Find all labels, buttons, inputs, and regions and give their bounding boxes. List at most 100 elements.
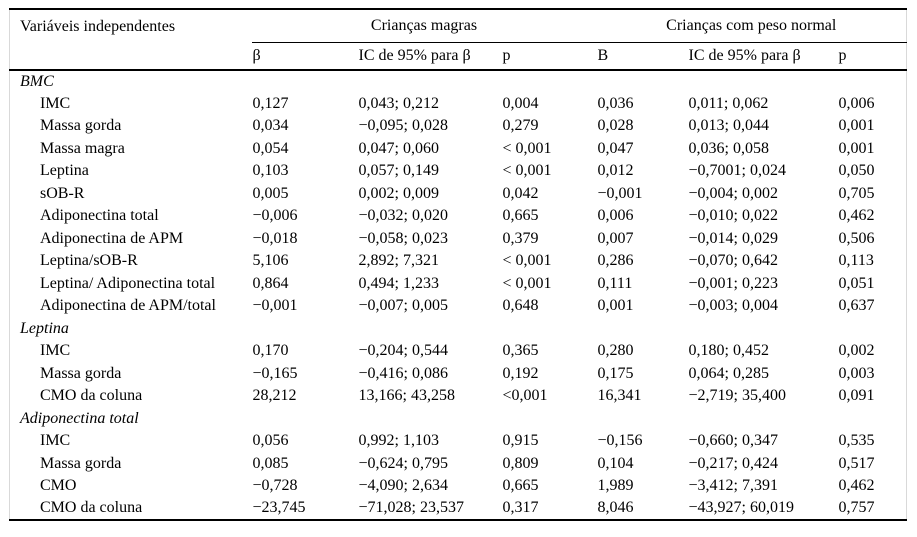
section-title: Adiponectina total (20, 409, 139, 427)
cell-p: < 0,001 (502, 139, 552, 157)
cell-b: 0,028 (597, 117, 634, 135)
table-row: Leptina/sOB-R 5,106 2,892; 7,321 < 0,001 0,2… (10, 250, 907, 273)
cell-beta: −0,018 (252, 229, 298, 247)
cell-beta: 28,212 (252, 387, 297, 405)
row-label: Leptina/sOB-R (40, 252, 138, 270)
cell-p: 0,517 (838, 454, 875, 472)
cell-p: <0,001 (502, 387, 548, 405)
table-row: IMC 0,056 0,992; 1,103 0,915 −0,156 −0,660; 0… (10, 430, 907, 453)
cell-ci-95: −0,095; 0,028 (358, 117, 448, 135)
row-label: Massa gorda (40, 364, 122, 382)
cell-ci-95: 2,892; 7,321 (358, 252, 439, 270)
row-label: Massa gorda (40, 454, 122, 472)
cell-b: 0,175 (597, 364, 634, 382)
cell-p: 0,915 (502, 432, 539, 450)
table-row: Massa gorda 0,085 −0,624; 0,795 0,809 0,104 −… (10, 453, 907, 476)
cell-ci-95: −0,058; 0,023 (358, 229, 448, 247)
cell-ci-95: 0,180; 0,452 (688, 342, 769, 360)
cell-p: 0,042 (502, 184, 539, 202)
cell-ci-95: 0,043; 0,212 (358, 94, 439, 112)
cell-ci-95: 0,992; 1,103 (358, 432, 439, 450)
row-label: Leptina/ Adiponectina total (40, 274, 216, 292)
section-row: BMC (10, 70, 907, 93)
row-label: IMC (40, 342, 71, 360)
cell-p: 0,535 (838, 432, 875, 450)
row-label: CMO da coluna (40, 387, 143, 405)
subheader-ci: IC de 95% para β (357, 42, 502, 71)
table-row: Leptina 0,103 0,057; 0,149 < 0,001 0,012 −0,7… (10, 160, 907, 183)
row-label: Adiponectina de APM/total (40, 297, 216, 315)
section-row: Leptina (10, 318, 907, 341)
cell-p: < 0,001 (502, 162, 552, 180)
cell-beta: 0,127 (252, 94, 289, 112)
row-label: Leptina (40, 162, 89, 180)
cell-p: 0,637 (838, 297, 875, 315)
cell-p: < 0,001 (502, 252, 552, 270)
cell-p: 0,113 (838, 252, 874, 270)
row-label: IMC (40, 94, 71, 112)
cell-beta: 0,054 (252, 139, 289, 157)
cell-ci-95: −0,007; 0,005 (358, 297, 448, 315)
cell-beta: 0,864 (252, 274, 289, 292)
cell-beta: 0,034 (252, 117, 289, 135)
cell-p: 0,002 (838, 342, 875, 360)
table-row: CMO −0,728 −4,090; 2,634 0,665 1,989 −3,412; … (10, 475, 907, 498)
row-label: Massa gorda (40, 117, 122, 135)
cell-ci-95: 0,036; 0,058 (688, 139, 769, 157)
subheader-beta: β (251, 42, 358, 71)
cell-ci-95: −0,204; 0,544 (358, 342, 448, 360)
table-row: CMO da coluna −23,745 −71,028; 23,537 0,317… (10, 498, 907, 521)
subheader-p: p (501, 42, 597, 71)
cell-beta: −0,001 (252, 297, 298, 315)
cell-ci-95: −0,010; 0,022 (688, 207, 778, 225)
cell-b: 0,286 (597, 252, 634, 270)
row-label: sOB-R (40, 184, 85, 202)
group-header-row: Variáveis independentes Crianças magras … (9, 9, 907, 71)
cell-ci-95: 13,166; 43,258 (358, 387, 455, 405)
cell-beta: −23,745 (252, 499, 306, 517)
cell-ci-95: −0,660; 0,347 (688, 432, 778, 450)
table-row: Adiponectina de APM/total −0,001 −0,007; 0… (10, 295, 907, 318)
cell-b: −0,001 (597, 184, 643, 202)
cell-p: 0,757 (838, 499, 875, 517)
cell-ci-95: −2,719; 35,400 (688, 387, 786, 405)
cell-beta: −0,006 (252, 207, 298, 225)
group-header-normal-weight-children: Crianças com peso normal (596, 9, 907, 43)
table-row: Leptina/ Adiponectina total 0,864 0,494; 1… (10, 273, 907, 296)
cell-p: 0,001 (838, 139, 875, 157)
cell-p: 0,648 (502, 297, 539, 315)
cell-beta: 0,085 (252, 454, 289, 472)
cell-p: 0,001 (838, 117, 875, 135)
cell-ci-95: −0,070; 0,642 (688, 252, 778, 270)
cell-b: 0,007 (597, 229, 634, 247)
table-header: Variáveis independentes Crianças magras … (9, 9, 907, 71)
cell-p: 0,192 (502, 364, 539, 382)
cell-ci-95: −43,927; 60,019 (688, 499, 794, 517)
cell-ci-95: −71,028; 23,537 (358, 499, 464, 517)
cell-beta: 0,103 (252, 162, 289, 180)
row-label: Massa magra (40, 139, 125, 157)
cell-ci-95: −0,217; 0,424 (688, 454, 778, 472)
cell-p: 0,809 (502, 454, 539, 472)
table-row: Massa gorda 0,034 −0,095; 0,028 0,279 0,028 0… (10, 115, 907, 138)
cell-p: 0,004 (502, 94, 539, 112)
row-label: Adiponectina de APM (40, 229, 184, 247)
cell-ci-95: −0,014; 0,029 (688, 229, 778, 247)
cell-p: 0,665 (502, 207, 539, 225)
cell-p: < 0,001 (502, 274, 552, 292)
table-row: Adiponectina de APM −0,018 −0,058; 0,023 0,… (10, 228, 907, 251)
cell-ci-95: 0,047; 0,060 (358, 139, 439, 157)
table-row: CMO da coluna 28,212 13,166; 43,258 <0,001 1… (10, 385, 907, 408)
cell-beta: −0,728 (252, 477, 298, 495)
cell-beta: −0,165 (252, 364, 298, 382)
cell-p: 0,379 (502, 229, 539, 247)
cell-b: 0,111 (597, 274, 633, 292)
group-header-thin-children: Crianças magras (251, 9, 597, 43)
table-row: IMC 0,170 −0,204; 0,544 0,365 0,280 0,180; 0,… (10, 340, 907, 363)
cell-ci-95: 0,064; 0,285 (688, 364, 769, 382)
cell-p: 0,705 (838, 184, 875, 202)
cell-ci-95: −0,7001; 0,024 (688, 162, 786, 180)
table-row: Massa magra 0,054 0,047; 0,060 < 0,001 0,047… (10, 138, 907, 161)
cell-p: 0,365 (502, 342, 539, 360)
cell-b: 0,012 (597, 162, 634, 180)
